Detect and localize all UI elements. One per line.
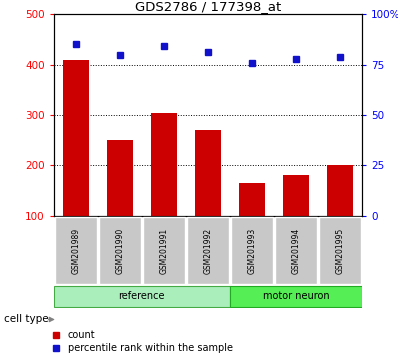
Text: GSM201991: GSM201991 <box>159 227 168 274</box>
Bar <box>327 166 353 266</box>
Text: GSM201990: GSM201990 <box>115 227 124 274</box>
Text: motor neuron: motor neuron <box>263 291 330 302</box>
Text: GSM201993: GSM201993 <box>248 227 257 274</box>
Bar <box>239 183 265 266</box>
Text: GSM201992: GSM201992 <box>203 227 213 274</box>
Bar <box>187 217 229 284</box>
Bar <box>99 217 141 284</box>
Bar <box>62 59 89 266</box>
Text: reference: reference <box>119 291 165 302</box>
Bar <box>55 217 97 284</box>
Text: GSM201995: GSM201995 <box>336 227 345 274</box>
Bar <box>275 217 317 284</box>
Bar <box>195 130 221 266</box>
Bar <box>151 113 177 266</box>
Text: cell type: cell type <box>4 314 49 325</box>
Bar <box>231 217 273 284</box>
Title: GDS2786 / 177398_at: GDS2786 / 177398_at <box>135 0 281 13</box>
Bar <box>319 217 361 284</box>
Text: percentile rank within the sample: percentile rank within the sample <box>68 343 233 354</box>
Bar <box>230 286 362 307</box>
Bar <box>54 286 230 307</box>
Text: count: count <box>68 330 95 340</box>
Bar <box>107 140 133 266</box>
Bar <box>143 217 185 284</box>
Bar <box>283 175 309 266</box>
Text: GSM201989: GSM201989 <box>71 227 80 274</box>
Text: GSM201994: GSM201994 <box>292 227 300 274</box>
